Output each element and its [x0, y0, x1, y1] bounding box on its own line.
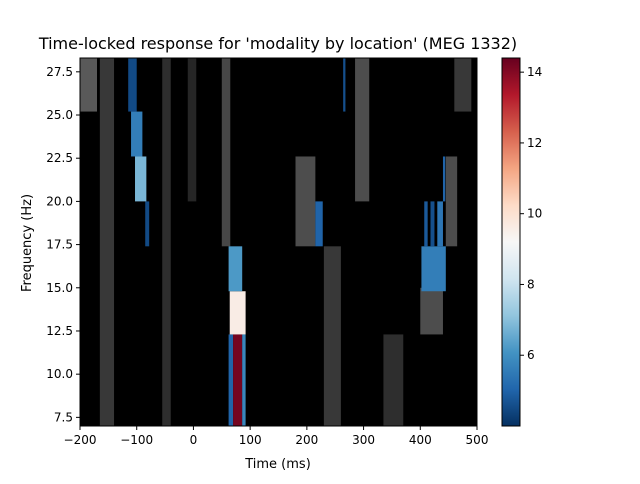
x-tick-label: 200 — [295, 433, 318, 447]
y-axis-label: Frequency (Hz) — [20, 194, 35, 292]
background-band — [355, 58, 370, 202]
heatmap-area — [80, 58, 477, 426]
significant-cluster — [228, 246, 243, 292]
significant-cluster — [128, 58, 137, 112]
colorbar: 6 8 10 12 14 — [501, 57, 542, 427]
significant-cluster — [442, 156, 446, 202]
y-tick-label: 12.5 — [46, 324, 73, 338]
colorbar-tick-label: 8 — [527, 277, 535, 291]
x-tick-label: 100 — [239, 433, 262, 447]
y-tick-label: 20.0 — [46, 194, 73, 208]
background-band — [187, 58, 197, 202]
background-band — [420, 287, 443, 335]
significant-cluster — [229, 291, 246, 335]
x-tick-label: 300 — [352, 433, 375, 447]
x-tick-label: −200 — [64, 433, 97, 447]
y-tick-label: 25.0 — [46, 108, 73, 122]
plot-frame — [79, 57, 478, 427]
background-band — [295, 156, 316, 247]
axes: −200 −100 0 100 200 300 400 500 7.5 10.0 12.5 15.0 1… — [46, 57, 489, 447]
y-tick-label: 22.5 — [46, 151, 73, 165]
x-tick-label: 500 — [466, 433, 489, 447]
background-band — [323, 246, 341, 426]
significant-cluster — [145, 201, 150, 247]
significant-cluster — [242, 334, 246, 426]
chart-title: Time-locked response for 'modality by lo… — [38, 34, 517, 53]
colorbar-tick-label: 14 — [527, 65, 542, 79]
y-tick-label: 10.0 — [46, 367, 73, 381]
colorbar-tick-label: 6 — [527, 348, 535, 362]
significant-cluster — [233, 334, 243, 426]
significant-cluster — [421, 246, 446, 292]
significant-cluster — [131, 111, 143, 157]
significant-cluster — [315, 201, 323, 247]
significant-cluster — [343, 58, 346, 112]
background-band — [383, 334, 404, 426]
significant-cluster — [430, 201, 435, 247]
colorbar-gradient — [501, 57, 521, 427]
colorbar-tick-label: 10 — [527, 207, 542, 221]
background-band — [221, 58, 231, 247]
y-tick-label: 15.0 — [46, 281, 73, 295]
background-band — [99, 58, 115, 426]
x-tick-label: 0 — [190, 433, 198, 447]
background-band — [445, 156, 458, 247]
significant-cluster — [424, 201, 428, 247]
colorbar-tick-label: 12 — [527, 136, 542, 150]
x-tick-label: 400 — [409, 433, 432, 447]
significant-cluster — [135, 156, 147, 202]
x-tick-label: −100 — [120, 433, 153, 447]
significant-cluster — [228, 334, 234, 426]
background-band — [162, 58, 171, 426]
significant-cluster — [437, 201, 443, 247]
x-axis-label: Time (ms) — [244, 457, 311, 472]
background-band — [454, 58, 472, 112]
y-tick-label: 7.5 — [54, 410, 73, 424]
y-tick-label: 27.5 — [46, 65, 73, 79]
y-tick-label: 17.5 — [46, 238, 73, 252]
background-band — [80, 58, 98, 112]
